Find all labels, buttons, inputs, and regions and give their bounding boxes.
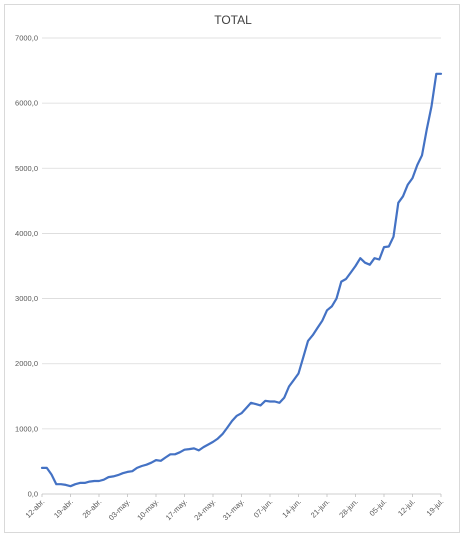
chart-frame: TOTAL [4, 4, 460, 533]
x-tick-label: 19-jul. [425, 497, 446, 518]
x-tick-label: 21-jun. [309, 497, 332, 520]
x-tick-label: 17-may. [164, 497, 189, 522]
x-tick-label: 10-may. [135, 497, 160, 522]
x-tick-label: 12-jul. [396, 497, 417, 518]
x-tick-label: 12-abr. [24, 497, 47, 520]
series-line-total [40, 72, 443, 488]
x-tick-label: 19-abr. [52, 497, 75, 520]
chart-title: TOTAL [214, 13, 252, 27]
x-tick-label: 31-may. [221, 497, 246, 522]
y-tick-label: 0,0 [28, 490, 38, 499]
y-tick-label: 4000,0 [15, 229, 38, 238]
x-tick-label: 28-jun. [337, 497, 360, 520]
x-tick-label: 14-jun. [280, 497, 303, 520]
x-tick-label: 05-jul. [368, 497, 389, 518]
y-tick-label: 6000,0 [15, 99, 38, 108]
y-tick-label: 7000,0 [15, 34, 38, 43]
x-tick-label: 07-jun. [252, 497, 275, 520]
x-tick-label: 03-may. [107, 497, 132, 522]
y-tick-label: 2000,0 [15, 359, 38, 368]
x-tick-label: 26-abr. [81, 497, 104, 520]
y-tick-label: 1000,0 [15, 424, 38, 433]
y-tick-label: 5000,0 [15, 164, 38, 173]
y-tick-label: 3000,0 [15, 294, 38, 303]
x-tick-label: 24-may. [192, 497, 217, 522]
